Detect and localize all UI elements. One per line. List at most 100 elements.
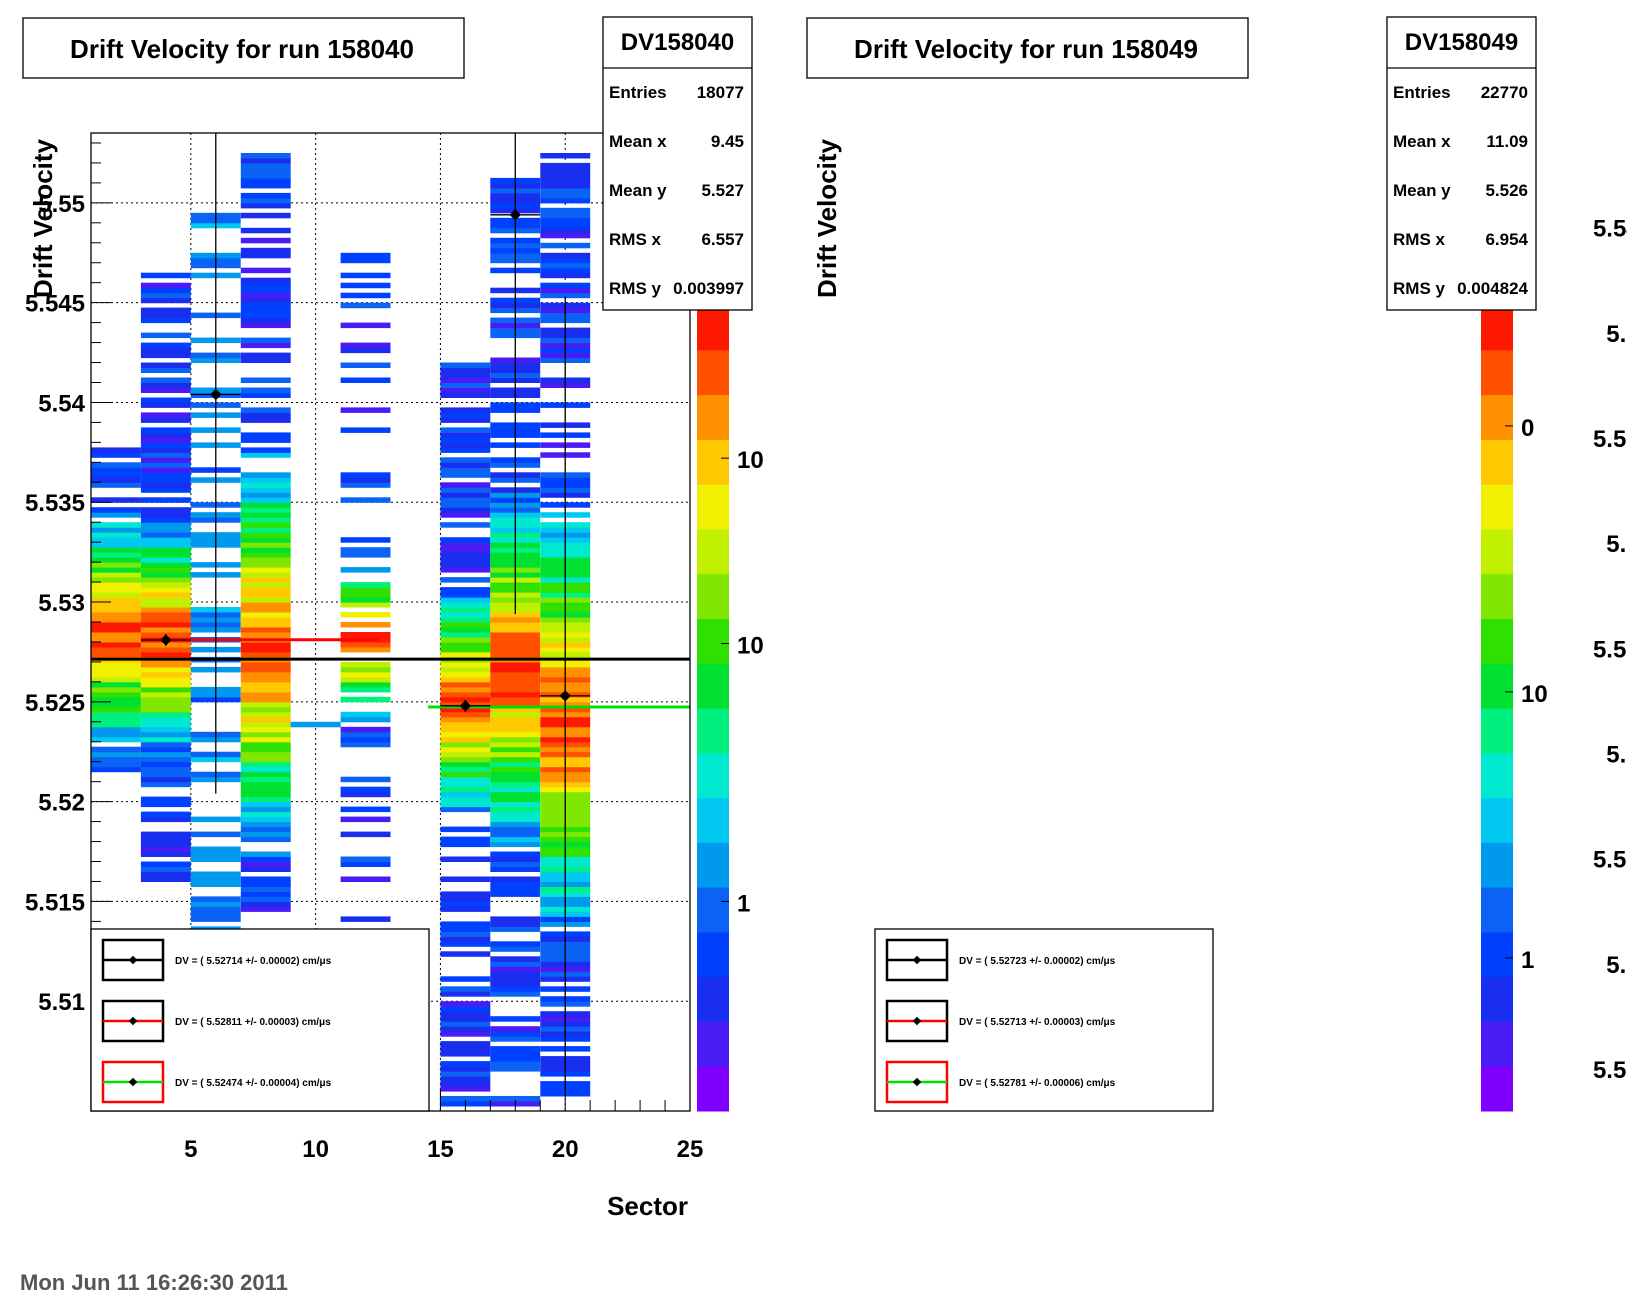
color-scale-step xyxy=(1481,573,1513,619)
heatmap-cell xyxy=(140,377,191,383)
heatmap-cell xyxy=(140,831,191,838)
stats-name: DV158049 xyxy=(1405,29,1518,56)
heatmap-cell xyxy=(440,432,491,438)
heatmap-cell xyxy=(240,302,291,309)
heatmap-cell xyxy=(490,716,541,723)
heatmap-cell xyxy=(440,367,491,373)
heatmap-cell xyxy=(240,627,291,633)
heatmap-cell xyxy=(91,497,141,503)
heatmap-cell xyxy=(440,537,491,543)
heatmap-cell xyxy=(440,781,491,788)
heatmap-cell xyxy=(240,237,291,244)
heatmap-cell xyxy=(340,806,391,813)
heatmap-cell xyxy=(91,557,141,563)
heatmap-cell xyxy=(340,831,391,838)
heatmap-cell xyxy=(140,367,191,373)
heatmap-cell xyxy=(91,766,141,773)
y-tick-label: 5.545 xyxy=(25,291,85,318)
y-axis-title: Drift Velocity xyxy=(28,138,58,297)
heatmap-cell xyxy=(490,806,541,813)
color-scale-step xyxy=(1481,305,1513,351)
heatmap-cell xyxy=(240,831,291,838)
heatmap-cell xyxy=(140,342,191,349)
heatmap-cell xyxy=(91,761,141,768)
heatmap-cell xyxy=(340,776,391,783)
heatmap-cell xyxy=(490,612,541,618)
stats-value: 6.557 xyxy=(701,230,744,249)
stats-label: Mean x xyxy=(1393,132,1451,151)
heatmap-cell xyxy=(240,816,291,823)
heatmap-cell xyxy=(240,866,291,872)
heatmap-cell xyxy=(490,642,541,648)
heatmap-cell xyxy=(91,632,141,638)
heatmap-cell xyxy=(140,741,191,748)
heatmap-cell xyxy=(240,686,291,693)
heatmap-cell xyxy=(490,986,541,992)
stats-label: Entries xyxy=(609,83,667,102)
heatmap-cell xyxy=(440,637,491,643)
heatmap-cell xyxy=(490,786,541,793)
heatmap-cell xyxy=(440,577,491,583)
heatmap-cell xyxy=(240,826,291,833)
heatmap-cell xyxy=(340,547,391,553)
heatmap-cell xyxy=(240,282,291,289)
heatmap-cell xyxy=(91,537,141,543)
heatmap-cell xyxy=(240,836,291,843)
heatmap-cell xyxy=(140,796,191,803)
heatmap-cell xyxy=(290,721,341,728)
heatmap-cell xyxy=(140,861,191,867)
heatmap-cell xyxy=(140,547,191,553)
pad-run-158049: 5101520255.5055.515.5155.525.5255.535.53… xyxy=(806,16,1627,1112)
heatmap-cell xyxy=(240,307,291,314)
heatmap-cell xyxy=(240,896,291,902)
legend-label: DV = ( 5.52714 +/- 0.00002) cm/μs xyxy=(175,956,332,967)
stats-label: Mean y xyxy=(1393,181,1451,200)
stats-label: RMS y xyxy=(1393,279,1446,298)
heatmap-cell xyxy=(240,577,291,583)
heatmap-cell xyxy=(340,362,391,368)
heatmap-cell xyxy=(140,362,191,368)
heatmap-cell xyxy=(440,442,491,448)
heatmap-cell xyxy=(140,442,191,448)
heatmap-cell xyxy=(140,746,191,753)
heatmap-cell xyxy=(340,497,391,503)
heatmap-cell xyxy=(240,711,291,718)
color-scale-step xyxy=(697,528,729,575)
heatmap-cell xyxy=(540,292,591,299)
x-tick-label: 25 xyxy=(677,1136,704,1163)
heatmap-cell xyxy=(440,1096,491,1102)
heatmap-cell xyxy=(240,646,291,653)
heatmap-cell xyxy=(490,776,541,783)
heatmap-cell xyxy=(140,706,191,713)
legend-point xyxy=(912,1077,922,1087)
heatmap-cell xyxy=(240,167,291,174)
heatmap-cell xyxy=(240,901,291,907)
heatmap-cell xyxy=(490,751,541,758)
color-scale-step xyxy=(1481,887,1513,933)
heatmap-cell xyxy=(490,826,541,833)
heatmap-cell xyxy=(490,761,541,768)
heatmap-cell xyxy=(340,741,391,748)
heatmap-cell xyxy=(91,567,141,573)
heatmap-cell xyxy=(490,811,541,818)
heatmap-cell xyxy=(340,472,391,478)
stats-value: 0.004824 xyxy=(1457,279,1528,298)
heatmap-cell xyxy=(240,517,291,523)
heatmap-cell xyxy=(490,866,541,872)
color-scale-label: 1 xyxy=(737,890,750,917)
heatmap-cell xyxy=(340,861,391,867)
heatmap-cell xyxy=(340,537,391,543)
heatmap-cell xyxy=(440,1051,491,1057)
heatmap-cell xyxy=(140,726,191,733)
y-tick-label: 5.515 xyxy=(1593,847,1627,874)
heatmap-cell xyxy=(240,607,291,613)
heatmap-cell xyxy=(440,746,491,753)
heatmap-cell xyxy=(490,801,541,808)
heatmap-cell xyxy=(240,297,291,304)
heatmap-cell xyxy=(240,487,291,493)
heatmap-cell xyxy=(490,831,541,838)
heatmap-cell xyxy=(440,666,491,673)
heatmap-cell xyxy=(91,751,141,758)
heatmap-cell xyxy=(340,686,391,693)
heatmap-cell xyxy=(490,627,541,633)
